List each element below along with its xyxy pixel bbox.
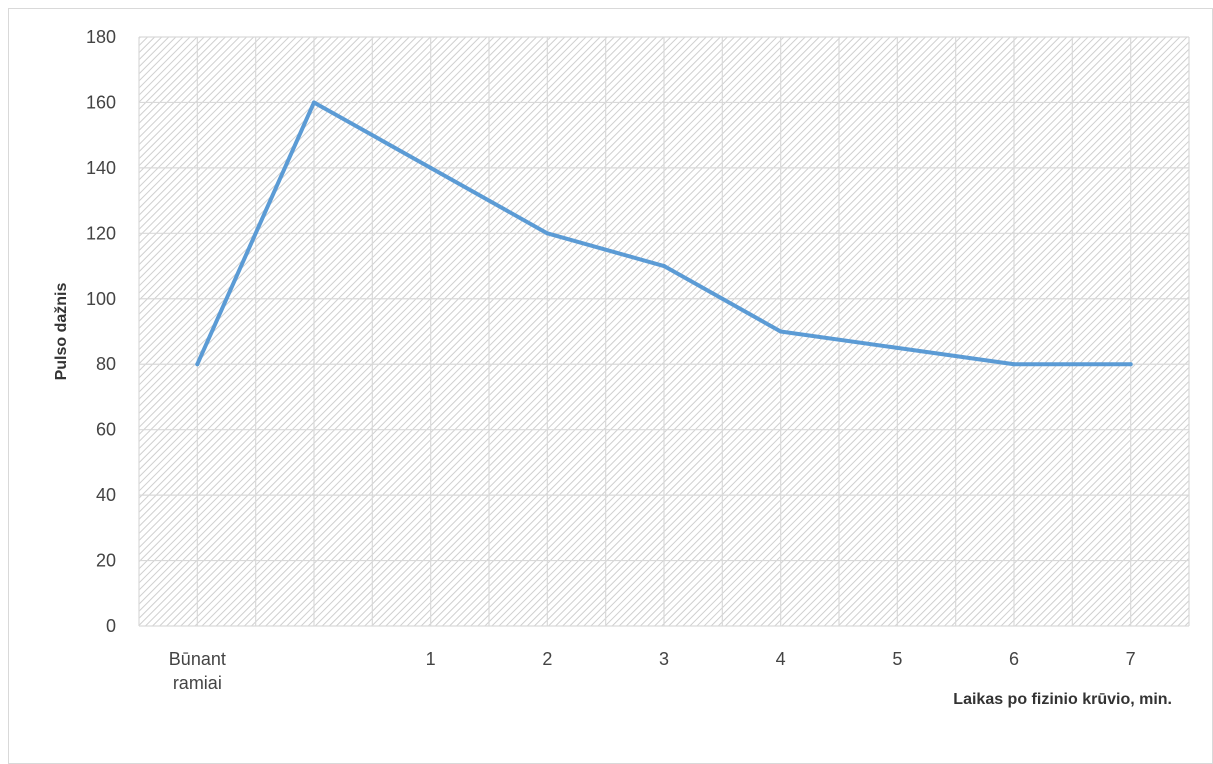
x-tick-label: Būnant ramiai (169, 649, 226, 693)
data-point (545, 231, 550, 236)
data-point (778, 329, 783, 334)
x-tick-label: 3 (659, 649, 669, 669)
data-point (662, 264, 666, 269)
y-tick-label: 60 (96, 420, 116, 440)
y-tick-label: 20 (96, 551, 116, 571)
data-point (1012, 362, 1016, 367)
y-tick-label: 80 (96, 354, 116, 374)
data-point (428, 165, 433, 170)
data-point (895, 345, 900, 350)
y-tick-label: 40 (96, 485, 116, 505)
y-tick-label: 120 (86, 223, 116, 243)
y-axis-ticks: 0 20 40 60 80 100 120 140 160 180 (86, 27, 116, 636)
data-point (1128, 362, 1133, 367)
data-point (312, 100, 316, 105)
y-tick-label: 100 (86, 289, 116, 309)
y-tick-label: 0 (106, 616, 116, 636)
x-axis-title: Laikas po fizinio krūvio, min. (953, 691, 1172, 708)
x-tick-label: 7 (1126, 649, 1136, 669)
x-tick-label: 5 (892, 649, 902, 669)
y-tick-label: 180 (86, 27, 116, 47)
x-axis-ticks: Būnant ramiai 1 2 3 4 5 6 7 (169, 649, 1136, 693)
y-tick-label: 140 (86, 158, 116, 178)
series-layer (195, 100, 1133, 367)
data-point (195, 362, 200, 367)
x-tick-label: 1 (426, 649, 436, 669)
x-tick-label: 6 (1009, 649, 1019, 669)
y-axis-title: Pulso dažnis (53, 283, 70, 381)
x-tick-label: 2 (542, 649, 552, 669)
y-tick-label: 160 (86, 92, 116, 112)
x-tick-label: 4 (776, 649, 786, 669)
